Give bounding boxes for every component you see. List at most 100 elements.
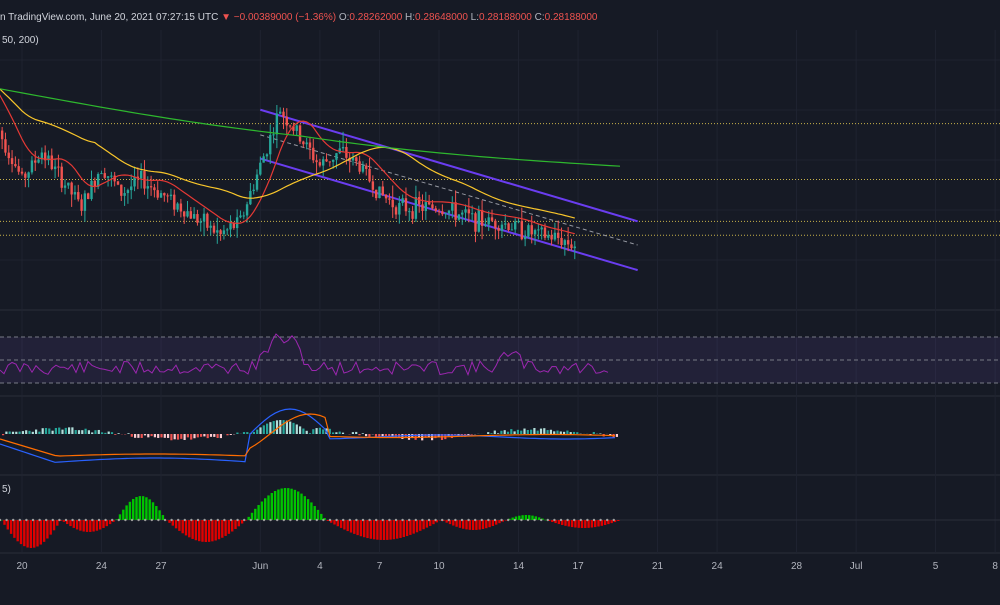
candle-body: [312, 148, 314, 161]
candle-body: [524, 237, 526, 240]
ao-bar: [538, 517, 540, 520]
candle-body: [1, 131, 3, 140]
macd-histogram-bar: [306, 431, 308, 434]
macd-histogram-bar: [312, 429, 314, 434]
candle-body: [441, 211, 443, 214]
candle-body: [107, 176, 109, 178]
candle-body: [458, 215, 460, 220]
ao-squeeze-dot: [553, 519, 555, 521]
ao-bar: [597, 520, 599, 527]
ao-squeeze-dot: [342, 519, 344, 521]
ao-bar: [7, 520, 9, 529]
ao-bar: [264, 498, 266, 520]
candle-body: [21, 172, 23, 174]
candle-body: [497, 228, 499, 231]
macd-histogram-bar: [197, 434, 199, 437]
ao-bar: [531, 516, 533, 520]
macd-histogram-bar: [263, 425, 265, 434]
ao-bar: [452, 520, 454, 526]
macd-histogram-bar: [217, 434, 219, 438]
candle-body: [329, 161, 331, 162]
macd-histogram-bar: [94, 430, 96, 434]
macd-histogram-bar: [556, 431, 558, 434]
ao-bar: [525, 515, 527, 520]
macd-histogram-bar: [527, 430, 529, 434]
ao-squeeze-dot: [322, 519, 324, 521]
macd-histogram-bar: [91, 432, 93, 434]
ao-indicator-label[interactable]: 5): [2, 484, 11, 495]
candle-body: [259, 163, 261, 175]
ao-bar: [43, 520, 45, 542]
ao-bar: [389, 520, 391, 540]
ao-bar: [218, 520, 220, 539]
candle-body: [560, 238, 562, 245]
macd-histogram-bar: [533, 428, 535, 434]
ao-bar: [208, 520, 210, 542]
candle-body: [272, 134, 274, 135]
macd-histogram-bar: [32, 432, 34, 434]
candle-body: [574, 247, 576, 249]
candle-body: [448, 211, 450, 214]
ao-bar: [479, 520, 481, 530]
ao-bar: [139, 496, 141, 520]
macd-histogram-bar: [78, 430, 80, 434]
x-tick-label: 24: [96, 561, 108, 572]
ao-squeeze-dot: [131, 519, 133, 521]
macd-histogram-bar: [368, 434, 370, 437]
ao-bar: [353, 520, 355, 534]
candle-body: [173, 195, 175, 210]
ao-bar: [492, 520, 494, 526]
ao-bar: [175, 520, 177, 528]
candle-body: [133, 177, 135, 187]
ao-squeeze-dot: [52, 519, 54, 521]
candle-body: [219, 230, 221, 234]
ao-bar: [304, 496, 306, 520]
candle-body: [206, 214, 208, 228]
macd-histogram-bar: [164, 434, 166, 438]
ao-bar: [96, 520, 98, 531]
candle-body: [501, 225, 503, 231]
macd-histogram-bar: [309, 433, 311, 434]
ao-bar: [333, 520, 335, 524]
candle-body: [319, 162, 321, 165]
macd-histogram-bar: [365, 434, 367, 436]
macd-histogram-bar: [550, 430, 552, 434]
ao-squeeze-dot: [461, 519, 463, 521]
ao-bar: [611, 520, 613, 523]
macd-histogram-bar: [180, 434, 182, 439]
candle-body: [392, 200, 394, 207]
candle-body: [200, 221, 202, 222]
macd-histogram-bar: [553, 431, 555, 434]
ma-indicator-label[interactable]: 50, 200): [2, 35, 39, 46]
macd-histogram-bar: [576, 432, 578, 434]
candle-body: [269, 135, 271, 154]
macd-histogram-bar: [61, 430, 63, 434]
ao-squeeze-dot: [85, 519, 87, 521]
ao-squeeze-dot: [111, 519, 113, 521]
ao-squeeze-dot: [500, 519, 502, 521]
macd-histogram-bar: [322, 429, 324, 434]
macd-histogram-bar: [42, 428, 44, 434]
candle-body: [100, 173, 102, 174]
candle-body: [567, 240, 569, 244]
macd-histogram-bar: [266, 424, 268, 434]
ao-bar: [584, 520, 586, 528]
candle-body: [521, 221, 523, 239]
ao-bar: [40, 520, 42, 545]
macd-histogram-bar: [246, 432, 248, 434]
candle-body: [309, 142, 311, 147]
ao-squeeze-dot: [494, 519, 496, 521]
ao-squeeze-dot: [5, 519, 7, 521]
candle-body: [223, 230, 225, 234]
macd-histogram-bar: [563, 432, 565, 434]
candle-body: [117, 181, 119, 184]
ao-squeeze-dot: [78, 519, 80, 521]
ao-squeeze-dot: [606, 519, 608, 521]
ao-bar: [469, 520, 471, 530]
ao-bar: [416, 520, 418, 532]
ao-squeeze-dot: [25, 519, 27, 521]
ao-squeeze-dot: [349, 519, 351, 521]
macd-histogram-bar: [144, 434, 146, 435]
